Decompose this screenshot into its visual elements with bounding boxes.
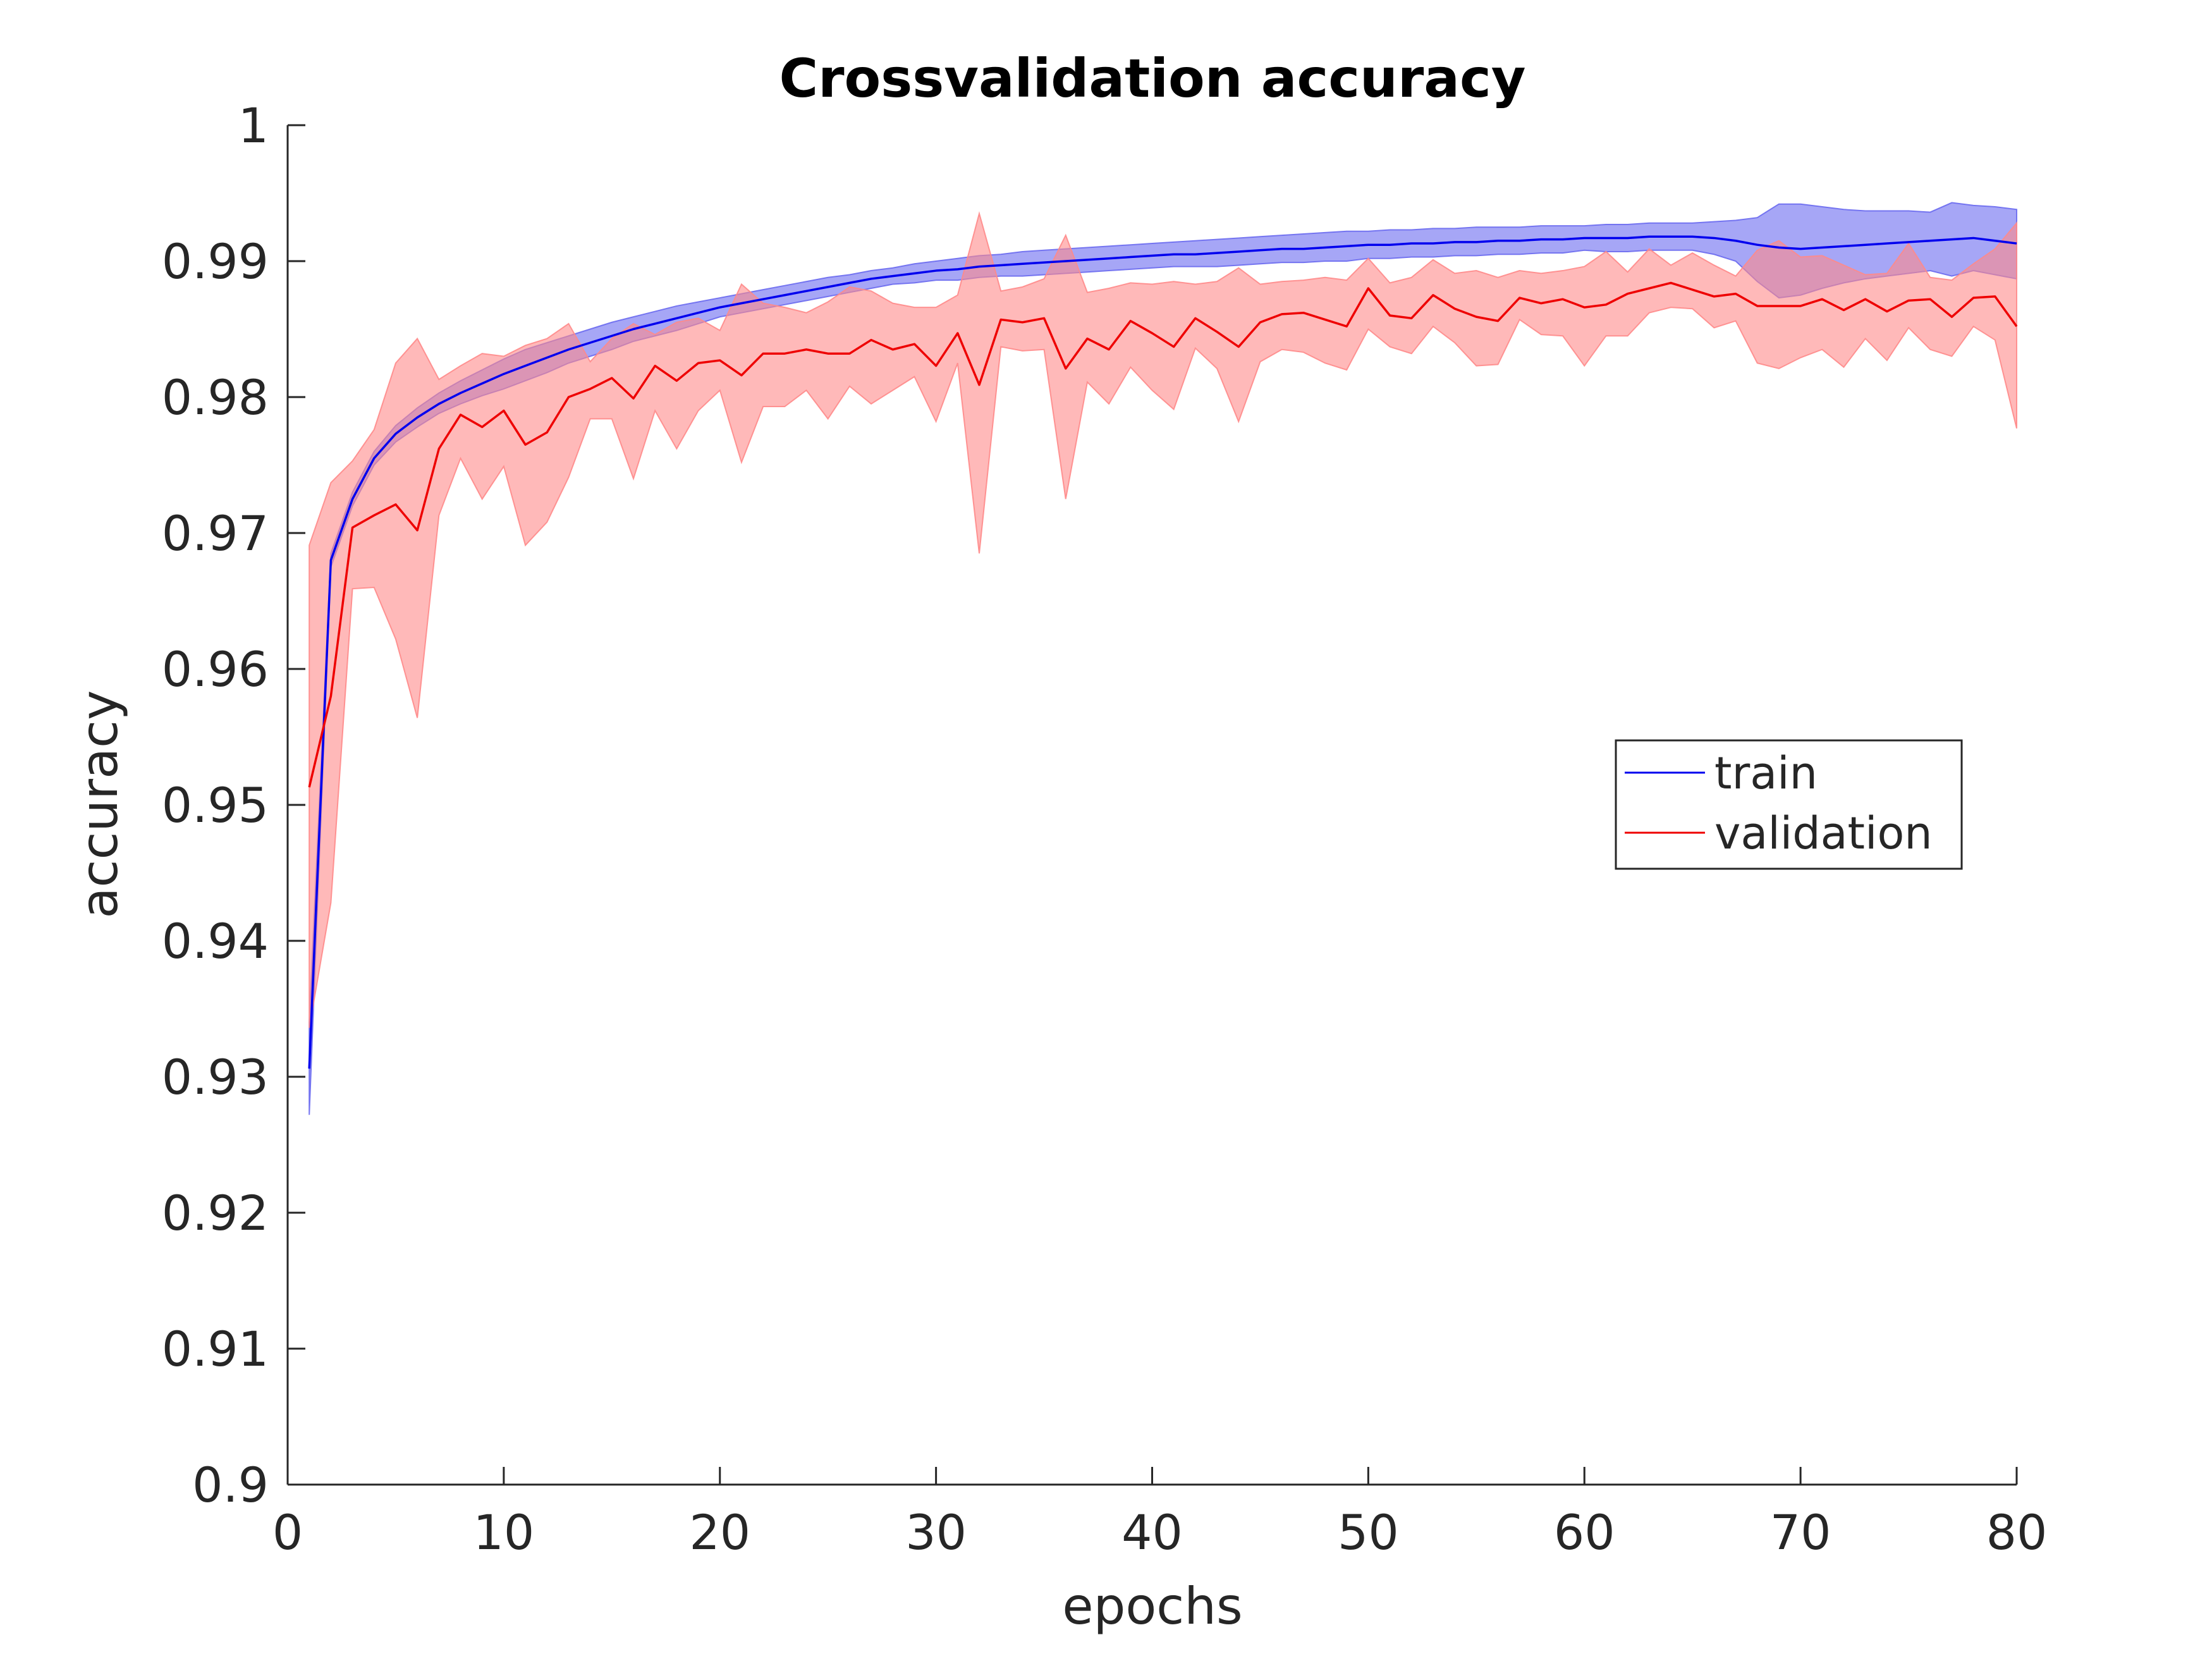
legend-label-train: train [1714, 747, 1818, 799]
y-tick-label: 0.9 [192, 1457, 269, 1513]
y-tick-label: 0.94 [162, 913, 269, 969]
axes: 0 10 20 30 40 50 60 70 80 0.9 0.91 0.92 0.93 0.94 0.95… [162, 97, 2048, 1560]
x-tick-label: 70 [1770, 1504, 1831, 1560]
legend-label-validation: validation [1714, 807, 1933, 859]
x-tick-label: 20 [689, 1504, 750, 1560]
x-tick-label: 40 [1121, 1504, 1183, 1560]
y-tick-label: 1 [238, 97, 269, 154]
x-tick-label: 10 [474, 1504, 535, 1560]
band-validation [309, 211, 2017, 1028]
y-tick-label: 0.95 [162, 777, 269, 833]
x-axis-label: epochs [1062, 1577, 1242, 1636]
x-tick-label: 0 [272, 1504, 303, 1560]
y-tick-label: 0.99 [162, 233, 269, 290]
y-tick-label: 0.98 [162, 369, 269, 426]
x-tick-label: 80 [1986, 1504, 2048, 1560]
legend: train validation [1615, 739, 1963, 870]
confidence-bands [309, 202, 2017, 1115]
x-tick-label: 30 [905, 1504, 967, 1560]
series-lines [308, 235, 2018, 1069]
y-axis-label: accuracy [70, 690, 129, 919]
y-tick-label: 0.97 [162, 505, 269, 561]
y-tick-label: 0.92 [162, 1185, 269, 1241]
chart-title: Crossvalidation accuracy [779, 47, 1525, 109]
legend-box [1615, 739, 1963, 870]
x-tick-label: 60 [1554, 1504, 1615, 1560]
y-tick-label: 0.91 [162, 1321, 269, 1377]
y-tick-label: 0.96 [162, 641, 269, 697]
x-tick-label: 50 [1338, 1504, 1399, 1560]
line-validation [308, 281, 2018, 788]
line-train [308, 235, 2017, 1069]
y-tick-label: 0.93 [162, 1049, 269, 1105]
